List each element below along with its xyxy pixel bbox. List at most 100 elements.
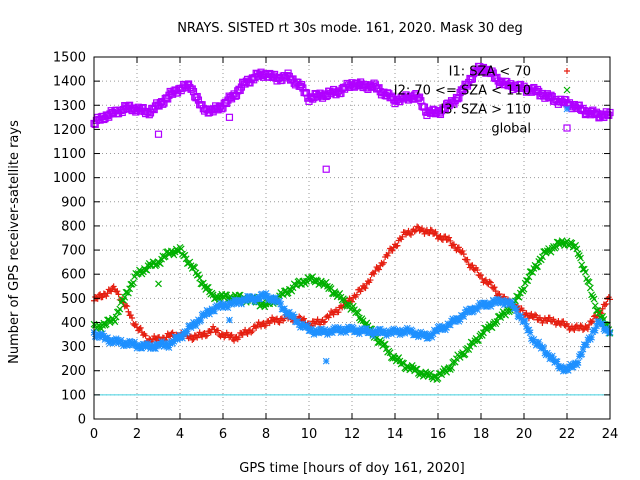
data-point-i2-70-sza-110 [284, 289, 292, 297]
data-point-i3-sza-110 [370, 329, 378, 337]
axes: 0 2 4 6 8 10 12 14 16 18 20 22 240100200300400500600… [53, 51, 618, 443]
data-point-i3-sza-110 [390, 325, 398, 333]
data-point-i2-70-sza-110 [568, 239, 576, 247]
data-point-i3-sza-110 [422, 330, 430, 338]
data-point-i3-sza-110 [159, 339, 167, 347]
data-point-i3-sza-110 [540, 344, 548, 352]
data-point-i3-sza-110 [465, 308, 473, 316]
data-point-i3-sza-110 [294, 317, 302, 325]
data-point-i3-sza-110 [138, 344, 146, 352]
data-point-i1-sza-70 [407, 231, 414, 238]
y-tick-label: 300 [61, 340, 86, 355]
data-point-i3-sza-110 [523, 322, 530, 330]
data-point-i1-sza-70 [330, 311, 337, 318]
data-point-i3-sza-110 [367, 327, 374, 335]
data-point-i3-sza-110 [435, 322, 443, 330]
data-point-i3-sza-110 [591, 326, 599, 334]
data-point-i3-sza-110 [397, 330, 405, 337]
data-point-i3-sza-110 [586, 336, 594, 343]
x-tick-label: 22 [559, 427, 576, 442]
y-tick-label: 100 [61, 388, 86, 403]
y-tick-label: 400 [61, 316, 86, 331]
data-point-i3-sza-110 [369, 332, 377, 340]
data-point-i1-sza-70 [496, 291, 503, 298]
data-point-i3-sza-110 [578, 350, 586, 358]
data-point-i1-sza-70 [528, 310, 535, 317]
data-point-i1-sza-70 [320, 319, 327, 326]
data-point-i3-sza-110 [379, 329, 387, 337]
outlier-point [226, 316, 233, 324]
data-point-i2-70-sza-110 [412, 365, 420, 373]
data-point-i1-sza-70 [125, 308, 132, 315]
data-point-i1-sza-70 [249, 328, 256, 335]
data-point-i3-sza-110 [224, 304, 232, 312]
x-tick-label: 10 [301, 427, 318, 442]
data-point-i1-sza-70 [361, 284, 368, 291]
data-point-i2-70-sza-110 [520, 285, 528, 293]
data-point-i3-sza-110 [145, 342, 153, 350]
data-point-i3-sza-110 [521, 317, 529, 325]
y-tick-label: 1400 [53, 75, 86, 90]
data-point-i1-sza-70 [447, 237, 454, 244]
data-point-i3-sza-110 [461, 309, 469, 316]
data-point-i3-sza-110 [256, 295, 264, 303]
outlier-point [225, 113, 234, 121]
data-point-i1-sza-70 [276, 319, 283, 326]
data-point-i1-sza-70 [532, 311, 539, 318]
data-point-i1-sza-70 [218, 330, 225, 337]
data-point-global [488, 67, 496, 75]
data-point-i3-sza-110 [117, 336, 125, 344]
data-point-i2-70-sza-110 [534, 263, 541, 270]
data-point-i3-sza-110 [381, 328, 389, 336]
data-point-i1-sza-70 [110, 283, 117, 290]
plot-border [93, 56, 611, 420]
data-point-i3-sza-110 [272, 294, 280, 302]
data-point-i3-sza-110 [595, 318, 603, 326]
data-point-i3-sza-110 [441, 326, 449, 334]
data-point-i1-sza-70 [602, 301, 609, 308]
data-point-i2-70-sza-110 [354, 309, 362, 316]
data-point-i1-sza-70 [196, 329, 203, 336]
data-point-i2-70-sza-110 [223, 291, 231, 299]
data-point-i3-sza-110 [548, 352, 556, 360]
data-point-i1-sza-70 [491, 284, 498, 291]
x-tick-label: 18 [473, 427, 490, 442]
data-point-i2-70-sza-110 [116, 305, 124, 313]
data-point-i3-sza-110 [487, 303, 495, 310]
data-point-i3-sza-110 [269, 298, 277, 306]
data-point-i3-sza-110 [308, 325, 315, 333]
x-tick-label: 20 [516, 427, 533, 442]
data-point-i2-70-sza-110 [196, 274, 204, 282]
data-point-i3-sza-110 [513, 307, 521, 315]
data-point-i2-70-sza-110 [524, 277, 532, 285]
data-point-i3-sza-110 [325, 329, 333, 337]
data-point-i3-sza-110 [573, 361, 581, 369]
data-point-i3-sza-110 [192, 322, 200, 330]
data-point-i3-sza-110 [281, 305, 288, 312]
y-tick-label: 500 [61, 292, 86, 307]
data-point-i1-sza-70 [142, 332, 149, 339]
data-point-i3-sza-110 [179, 334, 186, 342]
data-point-i2-70-sza-110 [473, 337, 481, 345]
data-point-i2-70-sza-110 [577, 254, 584, 262]
y-tick-label: 1000 [53, 171, 86, 186]
data-point-i1-sza-70 [588, 319, 595, 326]
data-point-i1-sza-70 [235, 334, 242, 341]
data-point-i3-sza-110 [446, 321, 454, 329]
data-point-i1-sza-70 [210, 323, 217, 330]
data-point-i3-sza-110 [188, 322, 196, 329]
data-point-i1-sza-70 [367, 277, 374, 284]
data-point-i1-sza-70 [579, 326, 586, 333]
data-point-i1-sza-70 [189, 336, 196, 343]
data-point-i1-sza-70 [389, 247, 396, 254]
data-point-i3-sza-110 [262, 289, 270, 297]
data-point-i1-sza-70 [394, 242, 401, 249]
data-point-i1-sza-70 [380, 259, 387, 266]
data-point-global [302, 89, 311, 97]
data-point-i1-sza-70 [455, 244, 462, 251]
data-point-i3-sza-110 [525, 326, 533, 334]
data-point-i2-70-sza-110 [590, 295, 598, 303]
data-point-i3-sza-110 [170, 337, 178, 345]
y-tick-label: 1500 [53, 51, 86, 66]
